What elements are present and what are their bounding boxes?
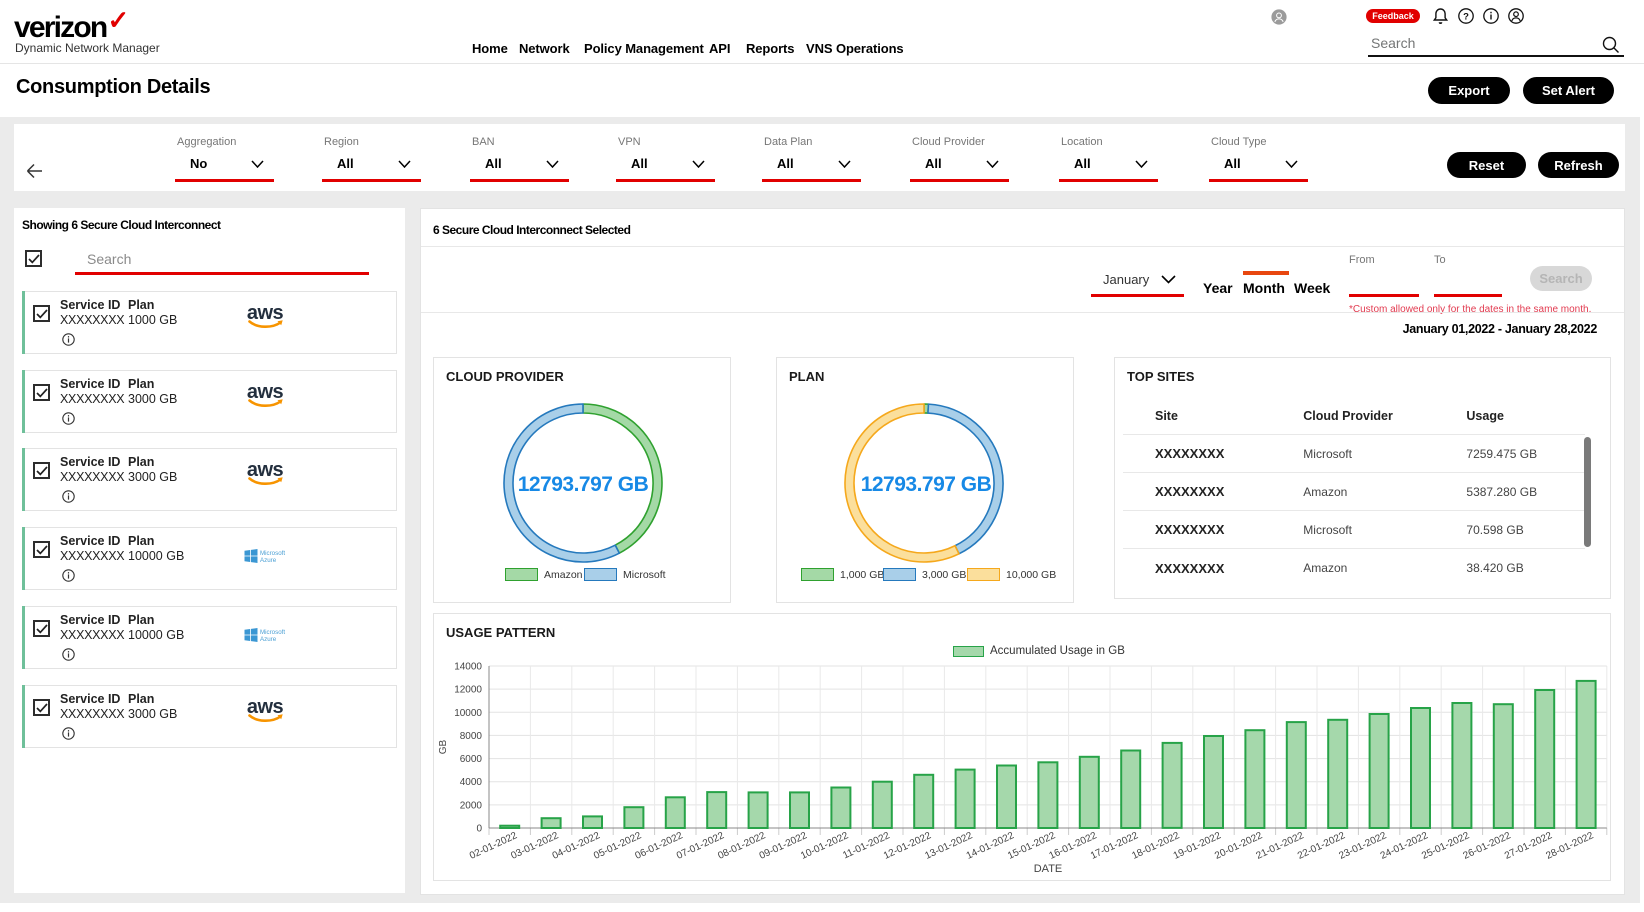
- svg-text:aws: aws: [247, 302, 284, 324]
- svg-text:12000: 12000: [454, 685, 482, 696]
- svg-text:Azure: Azure: [260, 557, 277, 564]
- svg-text:Microsoft: Microsoft: [260, 629, 285, 636]
- svg-text:2000: 2000: [460, 800, 483, 811]
- svg-text:28-01-2022: 28-01-2022: [1544, 830, 1595, 862]
- svg-text:10000: 10000: [454, 708, 482, 719]
- svg-text:aws: aws: [247, 459, 284, 481]
- svg-text:GB: GB: [438, 739, 449, 754]
- svg-text:14000: 14000: [454, 662, 482, 673]
- svg-text:4000: 4000: [460, 777, 483, 788]
- svg-text:Microsoft: Microsoft: [260, 550, 285, 557]
- svg-text:6000: 6000: [460, 754, 483, 765]
- svg-text:aws: aws: [247, 696, 284, 718]
- svg-text:DATE: DATE: [1034, 863, 1063, 875]
- svg-text:8000: 8000: [460, 731, 483, 742]
- svg-text:aws: aws: [247, 381, 284, 403]
- svg-text:Azure: Azure: [260, 636, 277, 643]
- svg-text:0: 0: [476, 824, 482, 835]
- svg-text:?: ?: [1463, 11, 1469, 22]
